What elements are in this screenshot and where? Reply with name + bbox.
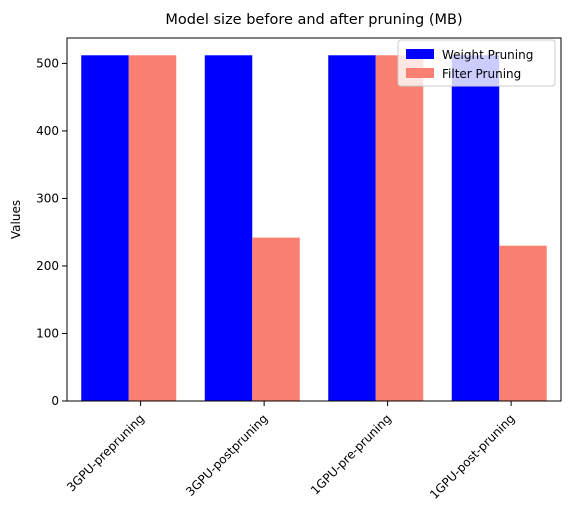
legend-label: Weight Pruning xyxy=(442,48,533,62)
legend: Weight Pruning Filter Pruning xyxy=(398,40,555,86)
legend-label: Filter Pruning xyxy=(442,67,521,81)
bar-filter-2 xyxy=(376,55,424,401)
bar-filter-0 xyxy=(129,55,177,401)
bar-filter-1 xyxy=(252,238,300,401)
legend-swatch xyxy=(406,49,434,59)
x-tick-label: 3GPU-prepruning xyxy=(64,411,147,494)
x-axis: 3GPU-prepruning 3GPU-postpruning 1GPU-pre-… xyxy=(64,401,517,502)
y-tick-label: 500 xyxy=(36,56,59,70)
y-tick-label: 400 xyxy=(36,124,59,138)
y-tick-label: 300 xyxy=(36,191,59,205)
y-tick-label: 0 xyxy=(51,394,59,408)
x-tick-label: 3GPU-postpruning xyxy=(183,411,270,498)
bar-weight-2 xyxy=(328,55,376,401)
chart-title: Model size before and after pruning (MB) xyxy=(165,12,462,28)
bar-weight-0 xyxy=(81,55,129,401)
x-tick-label: 1GPU-pre-pruning xyxy=(308,411,394,497)
y-tick-label: 100 xyxy=(36,326,59,340)
bar-weight-1 xyxy=(205,55,253,401)
x-tick-label: 1GPU-post-pruning xyxy=(427,411,517,501)
y-axis: 0 100 200 300 400 500 xyxy=(36,56,67,408)
legend-swatch xyxy=(406,68,434,78)
bar-weight-3 xyxy=(452,55,500,401)
bar-filter-3 xyxy=(499,246,547,401)
bar-group xyxy=(81,55,547,401)
y-axis-label: Values xyxy=(9,200,23,239)
y-tick-label: 200 xyxy=(36,259,59,273)
